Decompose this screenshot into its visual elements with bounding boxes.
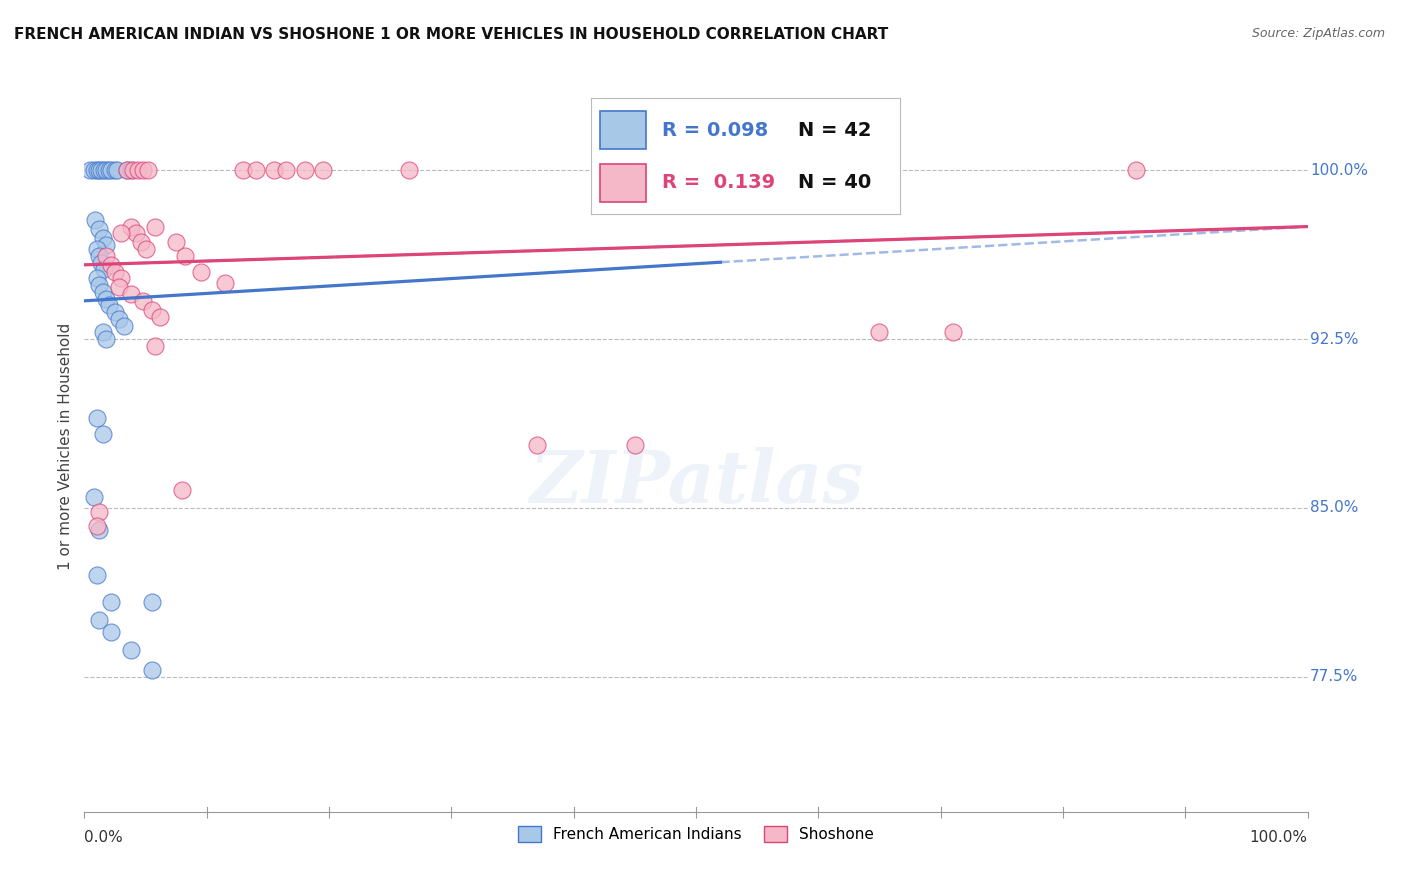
Point <box>97 298 120 312</box>
FancyBboxPatch shape <box>600 111 647 149</box>
Point <box>87 278 110 293</box>
Point <box>125 227 148 241</box>
Point <box>91 231 114 245</box>
Text: 100.0%: 100.0% <box>1250 830 1308 845</box>
Point <box>91 285 114 299</box>
Point <box>120 642 142 657</box>
Point <box>83 163 105 178</box>
Point <box>120 219 142 234</box>
Point <box>112 318 135 333</box>
Point <box>136 163 159 178</box>
FancyBboxPatch shape <box>600 164 647 202</box>
Point <box>100 163 122 178</box>
Text: FRENCH AMERICAN INDIAN VS SHOSHONE 1 OR MORE VEHICLES IN HOUSEHOLD CORRELATION C: FRENCH AMERICAN INDIAN VS SHOSHONE 1 OR … <box>14 27 889 42</box>
Point <box>143 339 166 353</box>
Y-axis label: 1 or more Vehicles in Household: 1 or more Vehicles in Household <box>58 322 73 570</box>
Point <box>942 326 965 340</box>
Text: R =  0.139: R = 0.139 <box>662 173 775 192</box>
Point <box>165 235 187 250</box>
Point <box>104 163 127 178</box>
Point <box>100 595 122 609</box>
Point <box>86 410 108 425</box>
Point <box>120 163 142 178</box>
Point <box>100 258 122 272</box>
Point <box>263 163 285 178</box>
Point <box>86 163 108 178</box>
Point <box>83 490 105 504</box>
Point <box>87 163 110 178</box>
Point <box>129 235 152 250</box>
Point <box>104 264 127 278</box>
Point <box>624 438 647 452</box>
Point <box>86 271 108 285</box>
Point <box>96 292 118 306</box>
Point <box>869 326 891 340</box>
Point <box>115 163 138 178</box>
Point <box>190 264 212 278</box>
Point <box>232 163 254 178</box>
Point <box>84 212 107 227</box>
Point <box>398 163 420 178</box>
Legend: French American Indians, Shoshone: French American Indians, Shoshone <box>512 820 880 848</box>
Point <box>312 163 335 178</box>
Point <box>276 163 298 178</box>
Point <box>141 595 163 609</box>
Point <box>110 227 132 241</box>
Point <box>93 163 115 178</box>
Point <box>104 305 127 319</box>
Point <box>526 438 548 452</box>
Point <box>87 222 110 236</box>
Text: 92.5%: 92.5% <box>1310 332 1358 347</box>
Text: 100.0%: 100.0% <box>1310 163 1368 178</box>
Point <box>1125 163 1147 178</box>
Point <box>87 249 110 263</box>
Point <box>127 163 149 178</box>
Point <box>91 326 114 340</box>
Text: N = 40: N = 40 <box>797 173 870 192</box>
Point <box>141 302 163 317</box>
Point <box>93 262 115 277</box>
Point <box>90 255 112 269</box>
Point <box>96 332 118 346</box>
Point <box>87 614 110 628</box>
Point <box>135 242 157 256</box>
Point <box>100 624 122 639</box>
Point <box>91 426 114 441</box>
Point <box>79 163 101 178</box>
Point <box>86 242 108 256</box>
Text: ZIPatlas: ZIPatlas <box>529 447 863 518</box>
Point <box>120 287 142 301</box>
Point <box>110 271 132 285</box>
Point <box>86 568 108 582</box>
Text: 0.0%: 0.0% <box>84 830 124 845</box>
Point <box>87 524 110 538</box>
Point <box>115 163 138 178</box>
Point <box>149 310 172 324</box>
Text: 77.5%: 77.5% <box>1310 669 1358 684</box>
Point <box>96 163 118 178</box>
Text: N = 42: N = 42 <box>797 120 872 139</box>
Point <box>86 519 108 533</box>
Point <box>107 280 129 294</box>
Point <box>132 293 155 308</box>
Point <box>141 663 163 677</box>
Point <box>245 163 267 178</box>
Text: Source: ZipAtlas.com: Source: ZipAtlas.com <box>1251 27 1385 40</box>
Point <box>122 163 145 178</box>
Text: R = 0.098: R = 0.098 <box>662 120 768 139</box>
Point <box>87 505 110 519</box>
Point <box>96 237 118 252</box>
Point <box>96 249 118 263</box>
Point <box>172 483 194 497</box>
Point <box>214 276 236 290</box>
Point <box>132 163 155 178</box>
Point <box>97 163 120 178</box>
Point <box>173 249 195 263</box>
Text: 85.0%: 85.0% <box>1310 500 1358 516</box>
Point <box>143 219 166 234</box>
Point <box>90 163 112 178</box>
Point <box>107 311 129 326</box>
Point <box>105 163 128 178</box>
Point <box>294 163 316 178</box>
